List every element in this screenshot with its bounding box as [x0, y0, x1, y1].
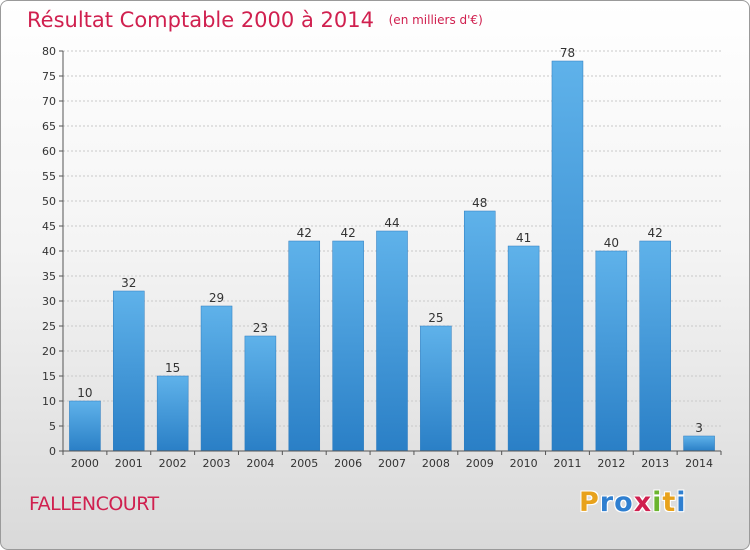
- logo-letter: i: [652, 487, 663, 518]
- bar: [69, 400, 101, 452]
- data-label: 78: [560, 46, 575, 60]
- bar: [551, 60, 584, 452]
- y-tick-label: 60: [42, 145, 56, 158]
- data-label: 42: [297, 226, 312, 240]
- bars: [69, 60, 715, 452]
- bar: [683, 435, 715, 452]
- data-label: 42: [648, 226, 663, 240]
- bar: [113, 290, 145, 452]
- logo-letter: o: [614, 487, 634, 518]
- y-tick-label: 65: [42, 120, 56, 133]
- y-tick-label: 30: [42, 295, 56, 308]
- x-tick-label: 2008: [422, 457, 450, 470]
- data-label: 25: [428, 311, 443, 325]
- bar: [420, 325, 452, 452]
- y-tick-label: 70: [42, 95, 56, 108]
- data-label: 10: [77, 386, 92, 400]
- y-tick-label: 40: [42, 245, 56, 258]
- logo-letter: x: [633, 487, 653, 518]
- y-tick-label: 15: [42, 370, 56, 383]
- axes: [62, 51, 721, 452]
- data-label: 44: [384, 216, 399, 230]
- x-tick-label: 2000: [71, 457, 99, 470]
- x-tick-label: 2005: [290, 457, 318, 470]
- bar: [507, 245, 540, 452]
- data-label: 40: [604, 236, 619, 250]
- data-label: 42: [340, 226, 355, 240]
- data-labels: 10 32 15 29 23 42 42 44 25 48 41 78 40 42 3: [77, 46, 703, 435]
- proxiti-logo: Proxiti: [579, 487, 687, 518]
- y-tick-label: 45: [42, 220, 56, 233]
- x-tick-label: 2002: [159, 457, 187, 470]
- bar: [376, 230, 408, 452]
- x-tick-label: 2010: [510, 457, 538, 470]
- chart-subtitle: (en milliers d'€): [388, 13, 483, 27]
- x-tick-label: 2004: [246, 457, 274, 470]
- data-label: 23: [253, 321, 268, 335]
- x-tick-label: 2001: [115, 457, 143, 470]
- y-tick-label: 35: [42, 270, 56, 283]
- data-label: 3: [695, 421, 703, 435]
- y-tick-label: 20: [42, 345, 56, 358]
- bar: [639, 240, 671, 452]
- bar: [332, 240, 364, 452]
- bar: [244, 335, 277, 452]
- x-tick-label: 2003: [203, 457, 231, 470]
- y-tick-label: 80: [42, 45, 56, 58]
- x-tick-label: 2011: [553, 457, 581, 470]
- y-tick-label: 0: [49, 445, 56, 458]
- logo-letter: P: [579, 487, 600, 518]
- x-tick-label: 2014: [685, 457, 713, 470]
- y-tick-label: 10: [42, 395, 56, 408]
- y-tick-label: 50: [42, 195, 56, 208]
- bar: [288, 240, 321, 452]
- x-axis-ticks: 2000 2001 2002 2003 2004 2005 2006 2007 2008 2009…: [62, 451, 722, 470]
- x-tick-label: 2013: [641, 457, 669, 470]
- logo-letter: r: [599, 487, 615, 518]
- bar: [156, 375, 189, 452]
- bar: [200, 305, 233, 452]
- y-axis-ticks: 0 5 10 15 20 25 30 35 40 45 50 55 60 65 70 75 80: [42, 45, 63, 458]
- bar: [463, 210, 496, 452]
- y-tick-label: 5: [49, 420, 56, 433]
- data-label: 48: [472, 196, 487, 210]
- x-tick-label: 2009: [466, 457, 494, 470]
- chart-title-text: Résultat Comptable 2000 à 2014: [27, 8, 374, 32]
- data-label: 15: [165, 361, 180, 375]
- logo-letter: i: [676, 487, 687, 518]
- commune-name: FALLENCOURT: [29, 493, 159, 515]
- data-label: 29: [209, 291, 224, 305]
- bar: [595, 250, 628, 452]
- y-tick-label: 75: [42, 70, 56, 83]
- x-tick-label: 2006: [334, 457, 362, 470]
- y-tick-label: 25: [42, 320, 56, 333]
- y-tick-label: 55: [42, 170, 56, 183]
- x-tick-label: 2012: [597, 457, 625, 470]
- data-label: 32: [121, 276, 136, 290]
- x-tick-label: 2007: [378, 457, 406, 470]
- logo-letter: t: [662, 487, 677, 518]
- data-label: 41: [516, 231, 531, 245]
- chart-title: Résultat Comptable 2000 à 2014 (en milli…: [27, 8, 483, 32]
